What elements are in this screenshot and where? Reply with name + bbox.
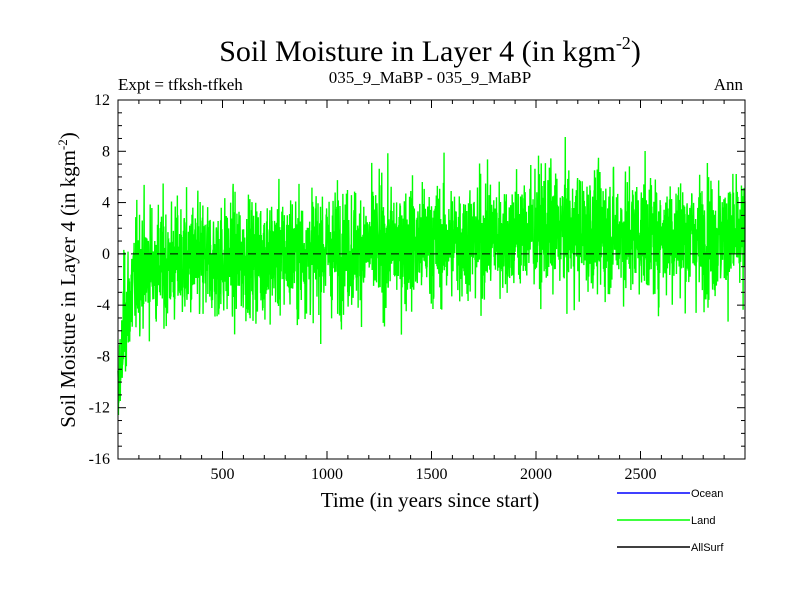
x-tick-label: 2500: [625, 466, 657, 483]
x-tick-label: 500: [211, 466, 235, 483]
y-tick-label: 4: [102, 195, 110, 212]
legend-label-allsurf: AllSurf: [691, 542, 724, 554]
y-axis-label-sup: -2: [55, 139, 70, 150]
legend-label-land: Land: [691, 515, 715, 527]
x-tick-label: 1500: [416, 466, 448, 483]
series-land: [117, 137, 746, 416]
subtitle-left: Expt = tfksh-tfkeh: [118, 75, 243, 94]
y-tick-label: -8: [97, 348, 110, 365]
chart-title: Soil Moisture in Layer 4 (in kgm-2): [219, 33, 641, 68]
y-tick-label: 12: [94, 92, 110, 109]
chart-title-sup: -2: [616, 33, 631, 53]
x-axis-label: Time (in years since start): [321, 488, 540, 512]
y-axis-label-main: Soil Moisture in Layer 4 (in kgm: [56, 150, 80, 428]
subtitle-center: 035_9_MaBP - 035_9_MaBP: [329, 68, 531, 87]
y-tick-label: 0: [102, 246, 110, 263]
chart-title-main: Soil Moisture in Layer 4 (in kgm: [219, 35, 616, 68]
subtitle-right: Ann: [714, 75, 744, 94]
y-tick-label: -12: [89, 400, 110, 417]
x-tick-label: 1000: [311, 466, 343, 483]
plot-area: 500 1000 1500 2000 2500 -16 -12 -8 -4 0 4 8 12: [89, 92, 746, 483]
x-ticks: 500 1000 1500 2000 2500: [117, 100, 746, 483]
y-axis-label-close: ): [56, 132, 80, 139]
y-tick-label: 8: [102, 143, 110, 160]
chart-title-close: ): [631, 35, 641, 68]
y-tick-label: -16: [89, 451, 110, 468]
series-line-land: [117, 137, 746, 416]
y-ticks: -16 -12 -8 -4 0 4 8 12: [89, 92, 745, 468]
legend-label-ocean: Ocean: [691, 488, 723, 500]
y-axis-label: Soil Moisture in Layer 4 (in kgm-2): [55, 132, 80, 427]
x-tick-label: 2000: [520, 466, 552, 483]
y-tick-label: -4: [97, 297, 110, 314]
legend: Ocean Land AllSurf: [617, 488, 724, 554]
